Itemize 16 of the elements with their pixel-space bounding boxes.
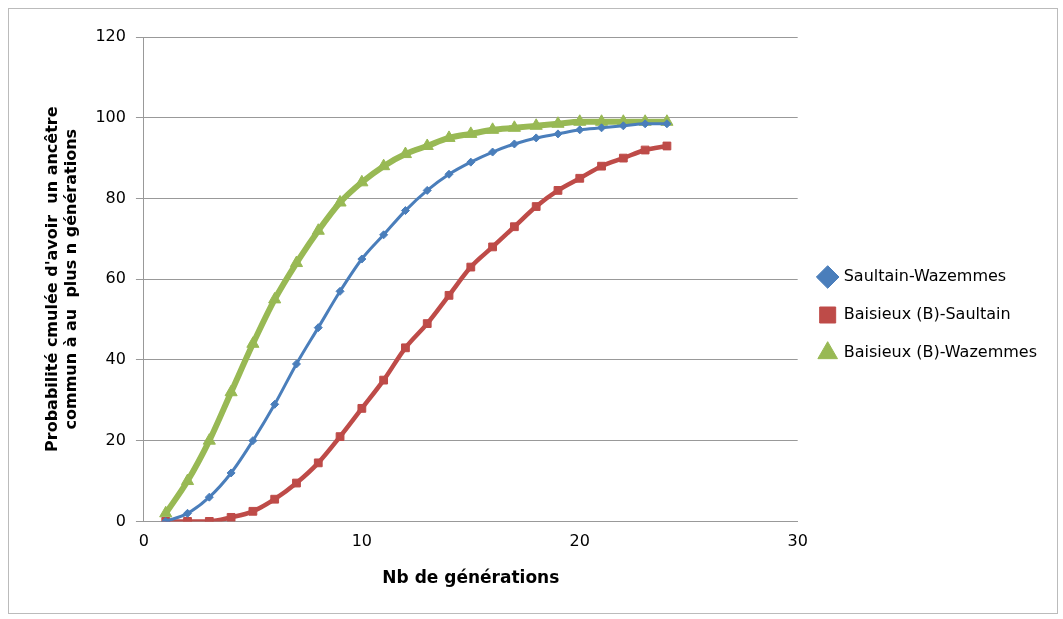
y-tick-label: 0 bbox=[115, 510, 126, 530]
y-tick-label: 120 bbox=[95, 26, 126, 46]
x-tick-label: 10 bbox=[351, 531, 373, 551]
y-tick-label: 80 bbox=[105, 187, 126, 207]
x-tick-label: 0 bbox=[138, 531, 150, 551]
y-tick-label: 20 bbox=[105, 429, 126, 449]
y-tick-label: 100 bbox=[95, 106, 126, 126]
x-tick-label: 30 bbox=[787, 531, 808, 551]
legend-label: Saultain-Wazemmes bbox=[843, 266, 1007, 286]
legend-label: Baisieux (B)-Saultain bbox=[843, 304, 1011, 324]
y-axis-title: Probabilité cmulée d'avoir un ancêtre commun à au plus n générations bbox=[41, 106, 80, 452]
legend-label: Baisieux (B)-Wazemmes bbox=[843, 342, 1037, 362]
x-axis-title: Nb de générations bbox=[382, 567, 560, 588]
x-tick-label: 20 bbox=[569, 531, 590, 551]
y-tick-label: 40 bbox=[105, 349, 126, 369]
y-tick-label: 60 bbox=[105, 268, 126, 288]
